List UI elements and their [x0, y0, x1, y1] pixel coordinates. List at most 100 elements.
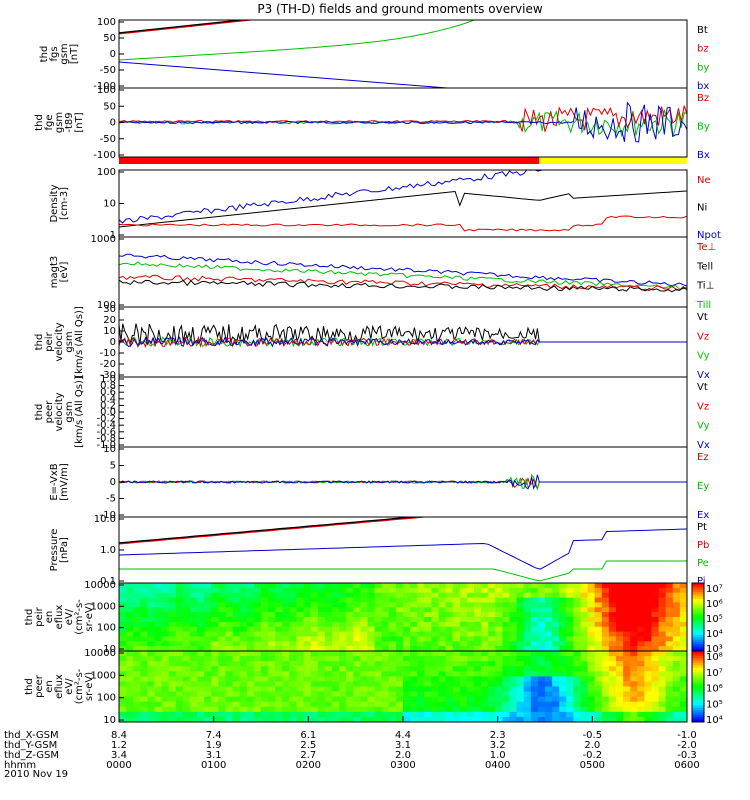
spec-cell	[239, 706, 248, 713]
spec-cell	[509, 607, 518, 613]
spec-cell	[310, 676, 319, 683]
spec-cell	[126, 676, 134, 683]
spec-cell	[218, 701, 227, 708]
spec-cell	[197, 666, 205, 672]
spec-cell	[324, 592, 333, 599]
spec-cell	[154, 691, 163, 698]
spec-cell	[488, 686, 496, 693]
spec-cell	[225, 636, 234, 642]
spec-cell	[147, 666, 156, 672]
ytick-label: 20	[103, 315, 116, 326]
spec-cell	[580, 666, 589, 672]
spec-cell	[232, 597, 241, 604]
spec-cell	[573, 651, 582, 657]
spec-cell	[424, 671, 432, 677]
spec-cell	[182, 696, 191, 703]
spec-cell	[310, 612, 319, 618]
spec-cell	[126, 686, 134, 693]
spec-cell	[119, 592, 127, 599]
ytick-label: 0	[110, 118, 116, 129]
spec-cell	[395, 656, 404, 662]
spec-cell	[182, 636, 191, 642]
spec-cell	[140, 661, 148, 667]
spec-cell	[161, 711, 170, 718]
spec-cell	[403, 587, 411, 594]
spec-cell	[261, 671, 269, 677]
spec-cell	[154, 636, 163, 642]
spec-cell	[190, 671, 198, 677]
spec-cell	[303, 621, 312, 628]
spec-cell	[516, 612, 525, 618]
spec-cell	[644, 631, 653, 638]
spec-cell	[431, 686, 440, 693]
spec-cell	[417, 641, 425, 647]
ytick-label: 1	[110, 230, 116, 241]
spec-cell	[594, 641, 603, 647]
colorbar-cell	[692, 619, 704, 623]
spec-cell	[495, 691, 503, 698]
spec-cell	[672, 631, 681, 638]
spec-cell	[637, 661, 645, 667]
spec-cell	[253, 676, 262, 683]
spec-cell	[438, 587, 447, 594]
spec-cell	[282, 646, 290, 651]
spec-cell	[190, 592, 198, 599]
spec-cell	[552, 592, 560, 599]
spec-cell	[140, 607, 148, 613]
spec-cell	[197, 651, 205, 657]
spec-cell	[175, 701, 184, 708]
spec-cell	[296, 671, 305, 677]
spec-cell	[395, 686, 404, 693]
spec-cell	[367, 696, 376, 703]
spec-cell	[140, 691, 148, 698]
series-Ni	[119, 190, 687, 228]
spec-cell	[388, 631, 397, 638]
date-label: 2010 Nov 19	[4, 769, 68, 780]
spec-cell	[630, 671, 638, 677]
spec-cell	[566, 631, 574, 638]
spec-cell	[367, 612, 376, 618]
colorbar-cell	[692, 693, 704, 697]
spec-cell	[126, 612, 134, 618]
spec-cell	[474, 636, 482, 642]
spec-cell	[630, 617, 638, 623]
ylabel-line: fgs	[49, 46, 60, 61]
ytick-label: 0	[110, 477, 116, 488]
spec-cell	[438, 706, 447, 713]
spec-cell	[481, 612, 489, 618]
spec-cell	[204, 617, 212, 623]
spec-cell	[509, 676, 518, 683]
spec-cell	[317, 607, 326, 613]
spec-cell	[261, 592, 269, 599]
spec-cell	[324, 602, 333, 608]
spec-cell	[268, 592, 276, 599]
spec-cell	[651, 666, 660, 672]
spec-cell	[616, 671, 624, 677]
ytick-label: -50	[100, 65, 116, 76]
spec-cell	[168, 641, 177, 647]
ytick-label: -50	[100, 134, 116, 145]
spec-cell	[303, 587, 312, 594]
spec-cell	[190, 711, 198, 718]
spec-cell	[253, 631, 262, 638]
spec-cell	[339, 626, 347, 633]
spec-cell	[665, 621, 674, 628]
spec-cell	[339, 621, 347, 628]
spec-cell	[431, 602, 440, 608]
spec-cell	[225, 701, 234, 708]
spec-cell	[637, 646, 645, 651]
spec-cell	[445, 701, 454, 708]
spec-cell	[616, 661, 624, 667]
spec-cell	[353, 631, 361, 638]
spec-cell	[218, 681, 227, 688]
spec-cell	[339, 676, 347, 683]
spec-cell	[523, 592, 532, 599]
spec-cell	[289, 681, 298, 688]
spec-cell	[119, 636, 127, 642]
spec-cell	[630, 597, 638, 604]
spec-cell	[154, 666, 163, 672]
spec-cell	[317, 656, 326, 662]
spec-cell	[594, 671, 603, 677]
